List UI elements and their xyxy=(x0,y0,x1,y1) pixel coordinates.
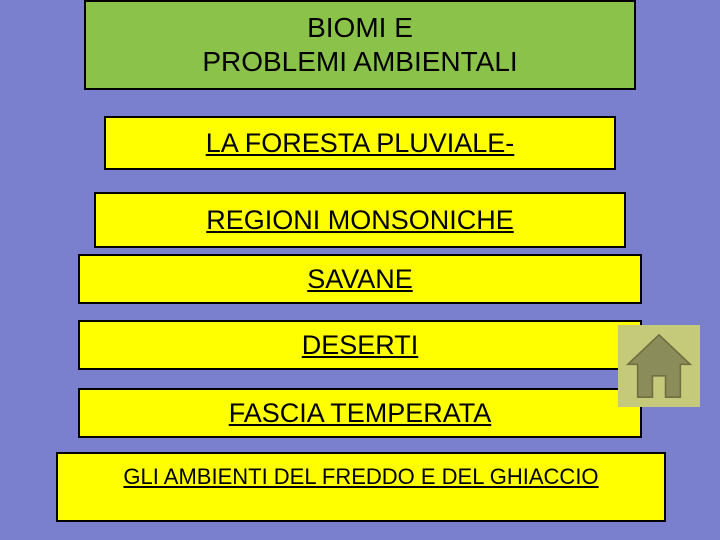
link-label: REGIONI MONSONICHE xyxy=(206,205,514,236)
home-button[interactable] xyxy=(618,325,700,407)
link-deserti[interactable]: DESERTI xyxy=(78,320,642,370)
title-line2: PROBLEMI AMBIENTALI xyxy=(202,46,517,77)
title-text: BIOMI E PROBLEMI AMBIENTALI xyxy=(202,11,517,78)
link-label: GLI AMBIENTI DEL FREDDO E DEL GHIACCIO xyxy=(123,464,598,490)
title-box: BIOMI E PROBLEMI AMBIENTALI xyxy=(84,0,636,90)
link-label: DESERTI xyxy=(302,330,419,361)
link-ambienti-freddo[interactable]: GLI AMBIENTI DEL FREDDO E DEL GHIACCIO xyxy=(56,452,666,522)
link-fascia-temperata[interactable]: FASCIA TEMPERATA xyxy=(78,388,642,438)
link-label: SAVANE xyxy=(307,264,413,295)
link-label: FASCIA TEMPERATA xyxy=(229,398,492,429)
link-regioni-monsoniche[interactable]: REGIONI MONSONICHE xyxy=(94,192,626,248)
link-savane[interactable]: SAVANE xyxy=(78,254,642,304)
link-label: LA FORESTA PLUVIALE- xyxy=(206,128,515,159)
link-foresta-pluviale[interactable]: LA FORESTA PLUVIALE- xyxy=(104,116,616,170)
home-icon xyxy=(618,325,700,407)
title-line1: BIOMI E xyxy=(307,12,413,43)
